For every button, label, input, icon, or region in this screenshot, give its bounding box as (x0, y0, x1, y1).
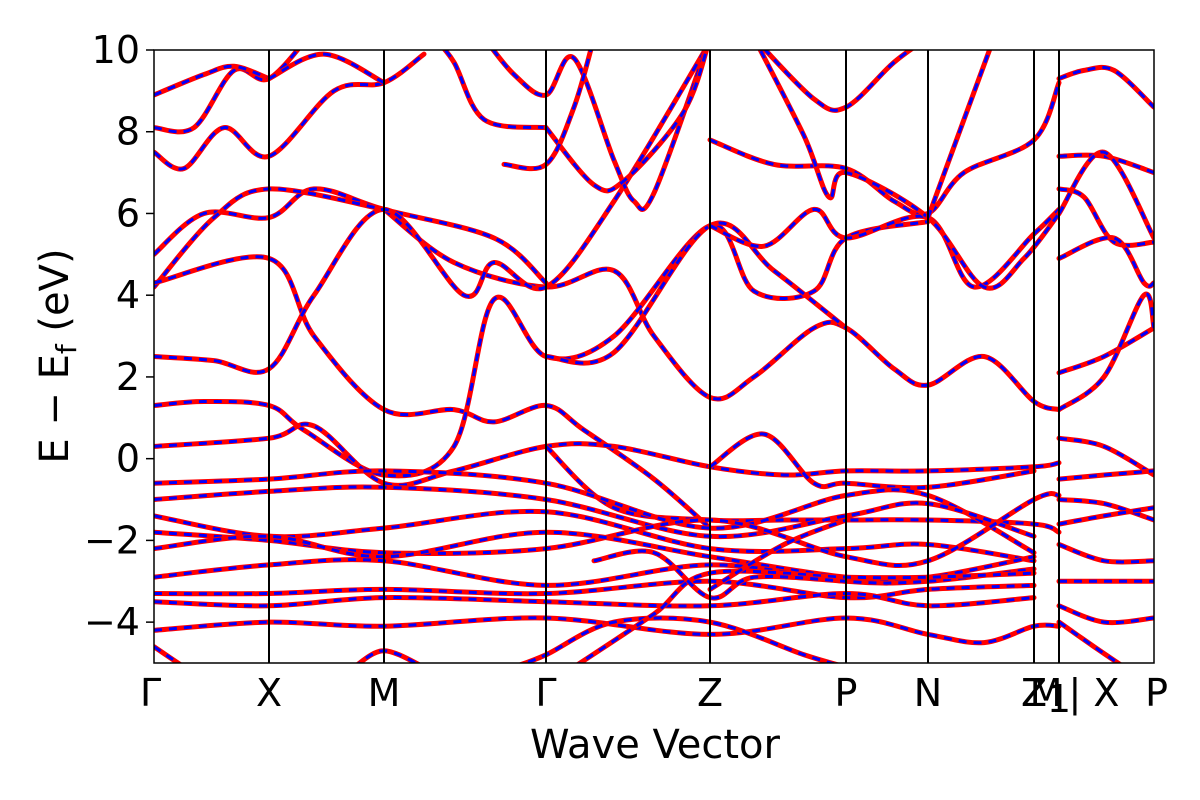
band-line-dashed-43 (1058, 326, 1154, 375)
band-line-dashed-38 (1058, 65, 1154, 109)
x-tick-label-1: X (256, 671, 282, 715)
band-line-dashed-0 (154, 50, 300, 134)
band-line-dashed-26 (577, 569, 1035, 663)
band-line-51 (1056, 603, 1154, 626)
band-line-dashed-51 (1058, 604, 1154, 625)
band-line-dashed-13 (544, 445, 1060, 534)
x-tick-label-11: P (1145, 671, 1168, 715)
band-line-dashed-29 (443, 50, 547, 130)
band-line-dashed-46 (1058, 469, 1154, 481)
y-tick-label: −4 (84, 600, 140, 644)
band-line-dashed-9 (154, 220, 929, 478)
x-tick-label-9: 1 (1047, 677, 1071, 721)
band-line-dashed-31 (544, 50, 708, 193)
x-tick-label-4: Z (697, 671, 723, 715)
band-line-45 (1056, 435, 1154, 478)
y-tick-label: −2 (84, 518, 140, 562)
x-axis-label: Wave Vector (530, 722, 781, 768)
x-tick-label-3: Γ (535, 671, 556, 715)
y-tick-label: 10 (92, 28, 140, 72)
band-line-dashed-7 (383, 208, 1060, 412)
x-tick-label-0: Γ (140, 671, 161, 715)
y-tick-label: 4 (116, 273, 140, 317)
band-line-dashed-45 (1058, 436, 1154, 477)
x-tick-label-6: N (914, 671, 942, 715)
band-line-dashed-12 (709, 432, 1035, 490)
band-line-dashed-15 (154, 485, 1035, 539)
band-line-dashed-34 (709, 207, 1061, 289)
band-line-44 (1056, 291, 1154, 413)
band-line-29 (441, 50, 549, 131)
band-line-dashed-37 (926, 50, 992, 219)
band-line-dashed-35 (763, 50, 913, 112)
y-tick-label: 8 (116, 110, 140, 154)
y-axis-label: E − Ef (eV) (32, 248, 83, 463)
band-lines (154, 50, 1154, 663)
band-line-36 (757, 50, 1062, 291)
band-line-32 (501, 50, 594, 172)
band-line-49 (1056, 542, 1154, 565)
y-tick-label: 0 (116, 437, 140, 481)
band-line-dashed-19 (154, 558, 1035, 587)
band-line-35 (762, 50, 915, 113)
band-line-dashed-28 (709, 518, 847, 591)
band-line-43 (1056, 325, 1154, 376)
kpoint-lines (268, 50, 1060, 663)
band-line-24 (355, 648, 422, 663)
band-line-dashed-42 (1058, 236, 1154, 288)
band-line-dashed-6 (154, 255, 711, 530)
band-line-12 (707, 431, 1037, 491)
x-tick-label-5: P (835, 671, 858, 715)
band-line-dashed-47 (1058, 498, 1154, 522)
band-line-dashed-4 (154, 187, 548, 285)
band-line-dashed-5 (154, 187, 385, 288)
band-line-dashed-3 (268, 52, 385, 85)
band-line-21 (154, 591, 1037, 609)
x-tick-label-8: M (1030, 671, 1063, 715)
band-line-dashed-10 (545, 221, 847, 365)
band-line-dashed-8 (154, 50, 707, 374)
band-line-7 (381, 206, 1062, 413)
y-tick-label: 2 (116, 355, 140, 399)
band-line-dashed-2 (154, 52, 425, 171)
x-tick-label-10: | X (1069, 671, 1120, 716)
y-axis-ticks: −4 −2 0 2 4 6 8 10 (84, 28, 154, 644)
band-line-dashed-49 (1058, 543, 1154, 564)
band-line-dashed-36 (758, 50, 1061, 290)
y-tick-label: 6 (116, 191, 140, 235)
band-line-dashed-41 (1057, 150, 1154, 239)
band-line-dashed-33 (709, 82, 1061, 217)
band-line-dashed-30 (491, 50, 708, 211)
band-line-dashed-32 (503, 50, 593, 171)
band-line-dashed-39 (1058, 153, 1154, 175)
band-line-dashed-23 (154, 645, 181, 663)
band-line-dashed-1 (154, 64, 270, 97)
x-tick-label-2: M (368, 671, 401, 715)
band-line-dashed-27 (593, 549, 847, 600)
band-line-38 (1056, 64, 1154, 110)
band-line-20 (154, 578, 1037, 601)
plot-frame (153, 49, 1155, 664)
band-line-dashed-44 (1058, 292, 1154, 411)
band-line-0 (154, 50, 301, 135)
x-tick-label-7: Z (1021, 671, 1047, 715)
band-line-dashed-14 (154, 469, 1035, 555)
band-line-dashed-48 (1058, 506, 1154, 526)
